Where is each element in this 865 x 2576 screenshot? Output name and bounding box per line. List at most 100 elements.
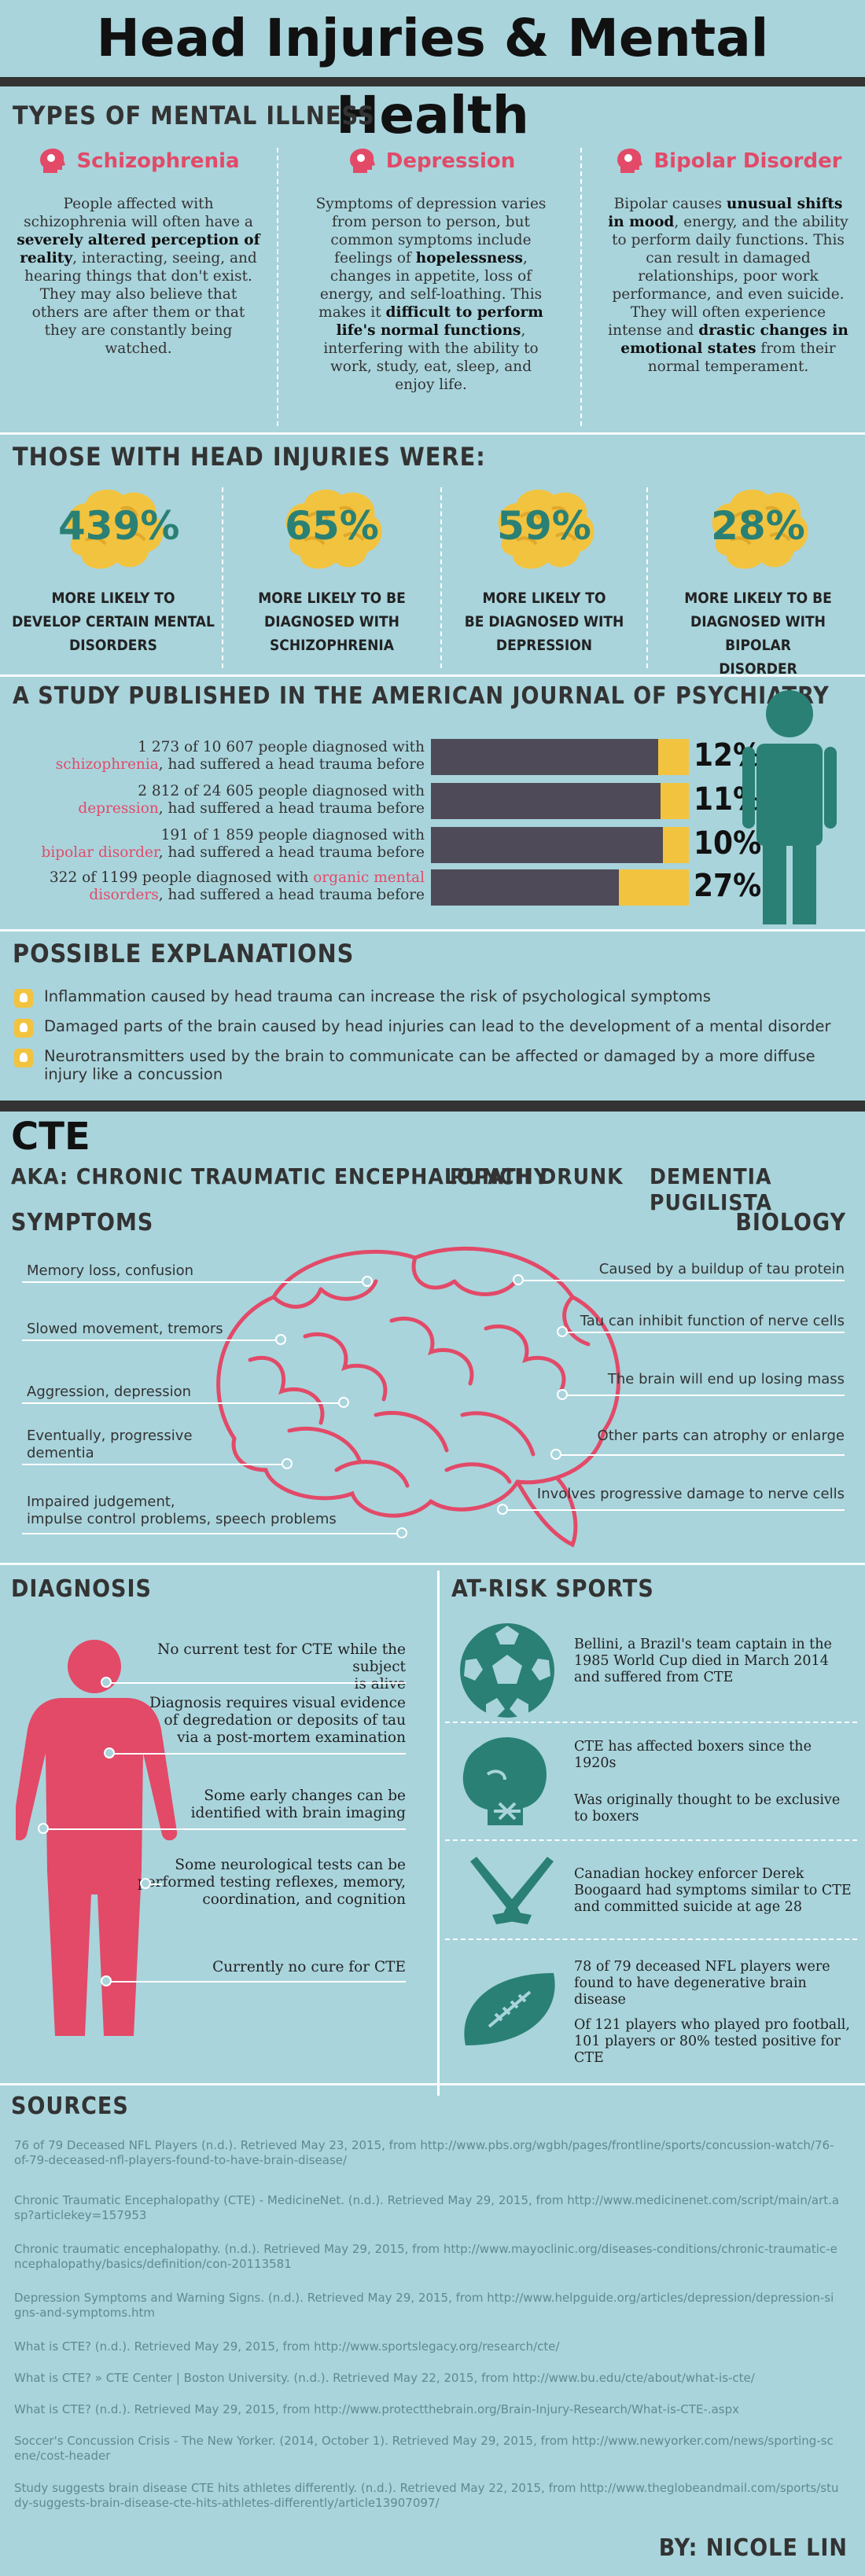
illness-description: People affected with schizophrenia will …	[17, 196, 260, 357]
biology-item: Involves progressive damage to nerve cel…	[536, 1486, 845, 1502]
connector-line	[557, 1454, 845, 1456]
sport-text: CTE has affected boxers since the 1920s	[574, 1739, 812, 1771]
connector-line	[22, 1533, 403, 1534]
connector-dot	[513, 1274, 524, 1285]
connector-dot	[104, 1747, 115, 1758]
title-divider	[0, 77, 865, 86]
symptoms-heading: SYMPTOMS	[11, 1209, 154, 1237]
illness-schizophrenia: Schizophrenia People affected with schiz…	[5, 146, 272, 358]
sport-text: Bellini, a Brazil's team captain in the …	[574, 1637, 832, 1685]
source-item: Chronic traumatic encephalopathy. (n.d.)…	[14, 2242, 837, 2271]
source-item: Depression Symptoms and Warning Signs. (…	[14, 2291, 834, 2320]
study-percent: 27%	[694, 868, 762, 904]
illness-description: Bipolar causes unusual shifts in mood, e…	[608, 196, 848, 375]
section-divider	[0, 1563, 865, 1565]
section-divider	[0, 674, 865, 677]
connector-line	[22, 1339, 282, 1341]
connector-dot	[38, 1823, 49, 1834]
connector-line	[22, 1402, 344, 1404]
lightbulb-icon	[14, 1049, 33, 1068]
divider	[277, 148, 278, 426]
sport-text: 78 of 79 deceased NFL players were found…	[574, 1959, 830, 2008]
illness-depression: Depression Symptoms of depression varies…	[297, 146, 565, 394]
study-bar-fill	[619, 869, 689, 906]
head-icon	[617, 148, 643, 173]
stat-item: 59% MORE LIKELY TO BE DIAGNOSED WITH DEPRE…	[442, 481, 646, 657]
study-bar-fill	[660, 783, 689, 819]
connector-line	[146, 1883, 162, 1885]
connector-line	[519, 1280, 845, 1281]
diagnosis-item: Some neurological tests can be performed …	[137, 1857, 406, 1908]
connector-dot	[497, 1504, 508, 1515]
connector-dot	[275, 1334, 286, 1345]
source-item: What is CTE? » CTE Center | Boston Unive…	[14, 2371, 755, 2385]
study-percent: 10%	[694, 825, 762, 862]
illness-name: Schizophrenia	[76, 149, 240, 173]
brain-icon	[67, 489, 164, 569]
sport-text: Of 121 players who played pro football, …	[574, 2017, 850, 2066]
source-item: What is CTE? (n.d.). Retrieved May 29, 2…	[14, 2402, 740, 2416]
stat-item: 65% MORE LIKELY TO BE DIAGNOSED WITH SCHIZ…	[230, 481, 434, 657]
connector-dot	[338, 1397, 349, 1408]
connector-line	[47, 1828, 406, 1830]
study-bar	[431, 783, 689, 819]
brain-icon	[285, 489, 382, 569]
study-bar-fill	[657, 739, 689, 775]
stat-value: 65%	[285, 503, 379, 549]
divider	[646, 487, 648, 668]
study-bar-fill	[663, 827, 689, 863]
divider	[445, 1839, 857, 1841]
boxing-glove-icon	[462, 1736, 547, 1825]
illness-bipolar: Bipolar Disorder Bipolar causes unusual …	[594, 146, 862, 376]
source-item: Chronic Traumatic Encephalopathy (CTE) -…	[14, 2193, 840, 2222]
brain-illustration	[216, 1246, 621, 1548]
football-icon	[464, 1973, 555, 2045]
head-icon	[40, 148, 66, 173]
illness-description: Symptoms of depression varies from perso…	[315, 196, 547, 393]
study-row: 191 of 1 859 people diagnosed with bipola…	[41, 827, 425, 861]
connector-dot	[282, 1458, 293, 1469]
diagnosis-item: Diagnosis requires visual evidence of deg…	[149, 1695, 406, 1746]
connector-dot	[557, 1326, 568, 1337]
stat-value: 439%	[58, 503, 180, 549]
person-icon	[742, 690, 837, 924]
diagnosis-item: Some early changes can be identified with…	[190, 1788, 406, 1821]
explanation-item: Neurotransmitters used by the brain to c…	[14, 1047, 815, 1083]
cte-aka-dementia: DEMENTIA PUGILISTA	[650, 1163, 773, 1215]
stat-value: 28%	[711, 503, 805, 549]
biology-item: The brain will end up losing mass	[607, 1371, 845, 1387]
source-item: Study suggests brain disease CTE hits at…	[14, 2481, 839, 2510]
symptom-item: Impaired judgement, impulse control probl…	[27, 1494, 337, 1527]
study-row: 2 812 of 24 605 people diagnosed with dep…	[78, 783, 425, 817]
explanation-item: Inflammation caused by head trauma can i…	[14, 987, 711, 1008]
symptom-item: Aggression, depression	[27, 1384, 192, 1400]
stat-value: 59%	[497, 503, 591, 549]
page-title: Head Injuries & Mental Health	[96, 8, 769, 145]
connector-line	[110, 1981, 406, 1983]
cte-heading: CTE	[11, 1115, 90, 1159]
source-item: Soccer's Concussion Crisis - The New Yor…	[14, 2434, 834, 2463]
cte-aka-punch-drunk: PUNCH DRUNK	[450, 1163, 624, 1189]
study-bar	[431, 869, 689, 906]
diagnosis-heading: DIAGNOSIS	[11, 1575, 152, 1603]
study-row: 322 of 1199 people diagnosed with organi…	[49, 869, 425, 903]
study-bar	[431, 739, 689, 775]
head-icon	[349, 148, 375, 173]
connector-line	[113, 1753, 406, 1755]
explanation-item: Damaged parts of the brain caused by hea…	[14, 1017, 830, 1038]
biology-item: Caused by a buildup of tau protein	[598, 1261, 845, 1277]
divider	[440, 487, 442, 668]
study-row: 1 273 of 10 607 people diagnosed with sch…	[55, 739, 425, 773]
biology-item: Tau can inhibit function of nerve cells	[580, 1313, 845, 1329]
injuries-heading: THOSE WITH HEAD INJURIES WERE:	[13, 442, 486, 472]
section-divider	[0, 929, 865, 932]
explanations-heading: POSSIBLE EXPLANATIONS	[13, 939, 355, 968]
brain-icon	[712, 489, 808, 569]
soccer-ball-icon	[460, 1623, 554, 1718]
source-item: What is CTE? (n.d.). Retrieved May 29, 2…	[14, 2339, 560, 2354]
section-divider	[0, 2083, 865, 2085]
title-band: Head Injuries & Mental Health	[0, 0, 865, 145]
symptom-item: Slowed movement, tremors	[27, 1321, 223, 1337]
biology-item: Other parts can atrophy or enlarge	[597, 1428, 845, 1444]
connector-line	[563, 1395, 845, 1396]
